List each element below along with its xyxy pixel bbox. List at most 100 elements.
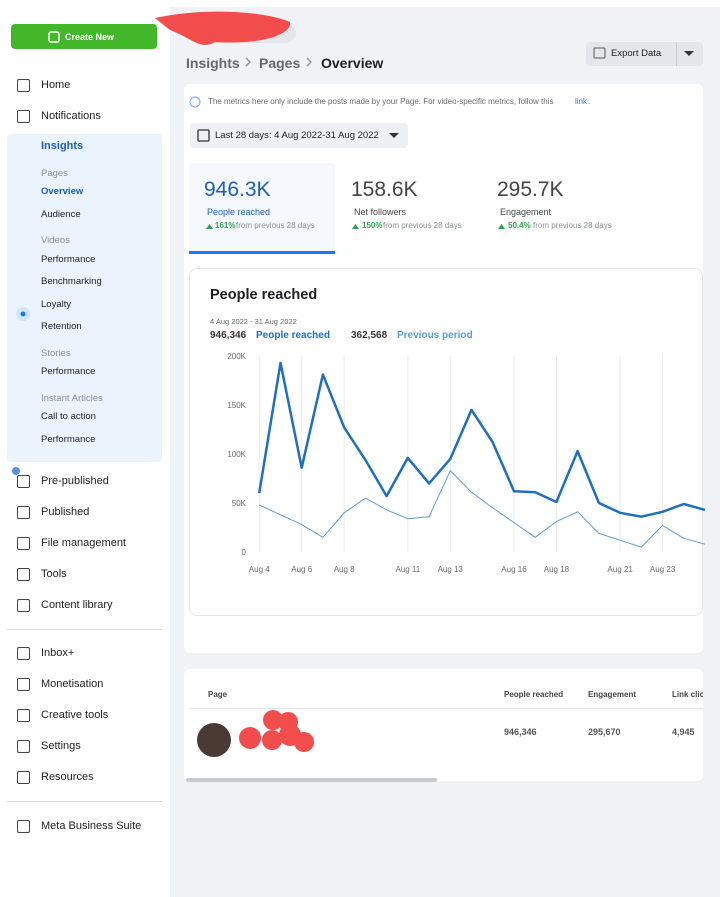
redaction — [239, 710, 314, 752]
nav-subitem[interactable]: Performance — [41, 254, 96, 265]
nav-item[interactable]: Resources — [41, 771, 94, 783]
legend-name: People reached — [256, 330, 330, 341]
chart-subtitle: 4 Aug 2022 - 31 Aug 2022 — [210, 317, 297, 326]
nav-item[interactable]: Tools — [41, 568, 67, 580]
x-tick-label: Aug 6 — [291, 565, 312, 574]
nav-item[interactable]: Monetisation — [41, 678, 104, 690]
metric-value: 946.3K — [204, 178, 271, 201]
up-arrows — [206, 224, 505, 229]
scrollbar[interactable] — [186, 778, 437, 782]
nav-subitem[interactable]: Call to action — [41, 411, 96, 422]
x-tick-label: Aug 16 — [501, 565, 527, 574]
legend-total: 946,346 — [210, 330, 247, 341]
nav-subitem[interactable]: Performance — [41, 434, 96, 445]
nav-icon — [17, 820, 30, 833]
x-tick-label: Aug 18 — [544, 565, 570, 574]
table-cell: 946,346 — [504, 727, 537, 737]
nav-section: Pages — [41, 168, 68, 179]
nav-subitem[interactable]: Benchmarking — [41, 276, 102, 287]
nav-item[interactable]: Content library — [41, 599, 113, 611]
table-header: Link clicks — [672, 690, 703, 699]
x-tick-label: Aug 11 — [395, 565, 420, 574]
nav-item[interactable]: Home — [41, 79, 71, 91]
table-header: Page — [208, 690, 228, 699]
nav-section: Stories — [41, 348, 71, 359]
nav-item[interactable]: Inbox+ — [41, 647, 75, 659]
nav-item[interactable]: Notifications — [41, 110, 101, 122]
icon — [48, 31, 60, 43]
nav-icon — [17, 537, 30, 550]
nav-icon — [17, 740, 30, 753]
x-tick-label: Aug 21 — [607, 565, 633, 574]
table-divider — [190, 708, 703, 709]
nav-icon — [17, 506, 30, 519]
top-bar — [0, 0, 720, 7]
legend-total: 362,568 — [351, 330, 388, 341]
y-tick-label: 50K — [232, 499, 247, 508]
nav-subitem[interactable]: Retention — [41, 321, 82, 332]
metric-label: Net followers — [354, 207, 407, 217]
nav-icon — [17, 568, 30, 581]
x-tick-label: Aug 23 — [650, 565, 676, 574]
create-button-label[interactable]: Create New — [65, 32, 115, 42]
export-icon — [593, 47, 606, 59]
nav-subitem[interactable]: Performance — [41, 366, 96, 377]
nav-item[interactable]: Settings — [41, 740, 81, 752]
breadcrumb[interactable]: Pages — [259, 55, 301, 71]
series-line — [258, 470, 706, 548]
dot — [20, 311, 26, 317]
table-cell: 4,945 — [672, 727, 695, 737]
y-tick-label: 0 — [242, 548, 247, 557]
nav-icon — [17, 79, 30, 92]
export-label[interactable]: Export Data — [611, 48, 662, 59]
nav-icon — [17, 475, 30, 488]
nav-icon — [17, 647, 30, 660]
create-button[interactable] — [11, 24, 157, 49]
nav-item[interactable]: Published — [41, 506, 90, 518]
table-cell: 295,670 — [588, 727, 621, 737]
breadcrumb[interactable]: Insights — [186, 55, 240, 71]
notice: . — [588, 97, 591, 106]
nav-icon — [17, 599, 30, 612]
x-tick-label: Aug 13 — [438, 565, 464, 574]
breadcrumb: Overview — [321, 55, 384, 71]
caret — [684, 51, 694, 56]
metric-label: People reached — [207, 207, 271, 217]
metric-card-active[interactable] — [189, 163, 335, 254]
metric-change: 161% — [215, 221, 236, 230]
y-tick-label: 100K — [227, 450, 246, 459]
avatar — [197, 723, 231, 757]
nav-icon — [17, 678, 30, 691]
notice-link[interactable]: link — [575, 97, 588, 106]
nav-icon — [17, 771, 30, 784]
metric-change-text: from previous 28 days — [533, 221, 612, 230]
nav-item[interactable]: Creative tools — [41, 709, 109, 721]
table-header: People reached — [504, 690, 564, 699]
metric-value: 158.6K — [351, 178, 418, 201]
chart-card — [189, 268, 703, 616]
redaction — [155, 11, 291, 45]
nav-item[interactable]: Meta Business Suite — [41, 820, 142, 832]
metric-label: Engagement — [500, 207, 552, 217]
nav-subitem[interactable]: Overview — [41, 186, 84, 197]
sidebar-divider — [7, 629, 162, 630]
nav-section: Instant Articles — [41, 393, 103, 404]
series-line — [257, 361, 706, 518]
chart-title: People reached — [210, 287, 318, 303]
nav-item[interactable]: Pre-published — [41, 475, 109, 487]
metric-change-text: from previous 28 days — [383, 221, 462, 230]
legend-name: Previous period — [397, 330, 473, 341]
nav-item[interactable]: File management — [41, 537, 126, 549]
x-tick-label: Aug 8 — [334, 565, 355, 574]
date-filter-label[interactable]: Last 28 days: 4 Aug 2022-31 Aug 2022 — [215, 130, 379, 141]
nav-item-active[interactable]: Insights — [41, 140, 84, 152]
sidebar-divider — [7, 801, 162, 802]
nav-subitem[interactable]: Loyalty — [41, 299, 72, 310]
chevron — [245, 57, 312, 67]
dot — [12, 467, 20, 475]
date-filter[interactable] — [190, 123, 408, 148]
nav-subitem[interactable]: Audience — [41, 209, 81, 220]
divider — [676, 42, 677, 66]
